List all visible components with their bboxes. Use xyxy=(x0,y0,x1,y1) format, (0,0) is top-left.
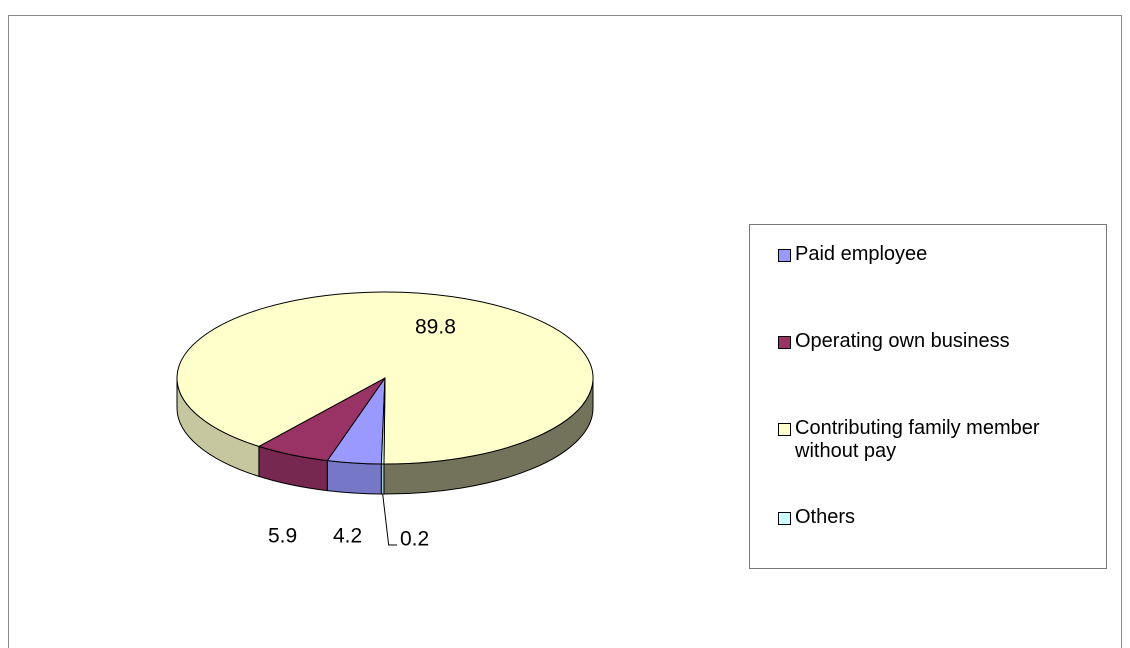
legend-entry: Others xyxy=(778,506,1098,529)
data-label: 0.2 xyxy=(400,528,429,551)
legend-label: Others xyxy=(795,506,856,528)
legend: Paid employee Operating own business Contr… xyxy=(749,224,1107,569)
legend-label: Contributing family member without pay xyxy=(795,417,1040,462)
legend-entry: Contributing family member without pay xyxy=(778,417,1098,463)
legend-entry: Operating own business xyxy=(778,330,1098,353)
chart-frame xyxy=(8,15,1122,648)
legend-swatch xyxy=(778,423,791,436)
legend-swatch xyxy=(778,512,791,525)
data-label: 4.2 xyxy=(333,525,362,548)
legend-entry: Paid employee xyxy=(778,243,1098,266)
legend-swatch xyxy=(778,336,791,349)
pie-slice xyxy=(380,377,386,465)
data-label: 89.8 xyxy=(415,316,456,339)
legend-label: Paid employee xyxy=(795,243,928,265)
leader-line xyxy=(382,493,397,546)
legend-label: Operating own business xyxy=(795,330,1010,352)
pie-side xyxy=(380,463,385,495)
data-label: 5.9 xyxy=(268,525,297,548)
pie-side xyxy=(326,460,382,495)
legend-swatch xyxy=(778,249,791,262)
